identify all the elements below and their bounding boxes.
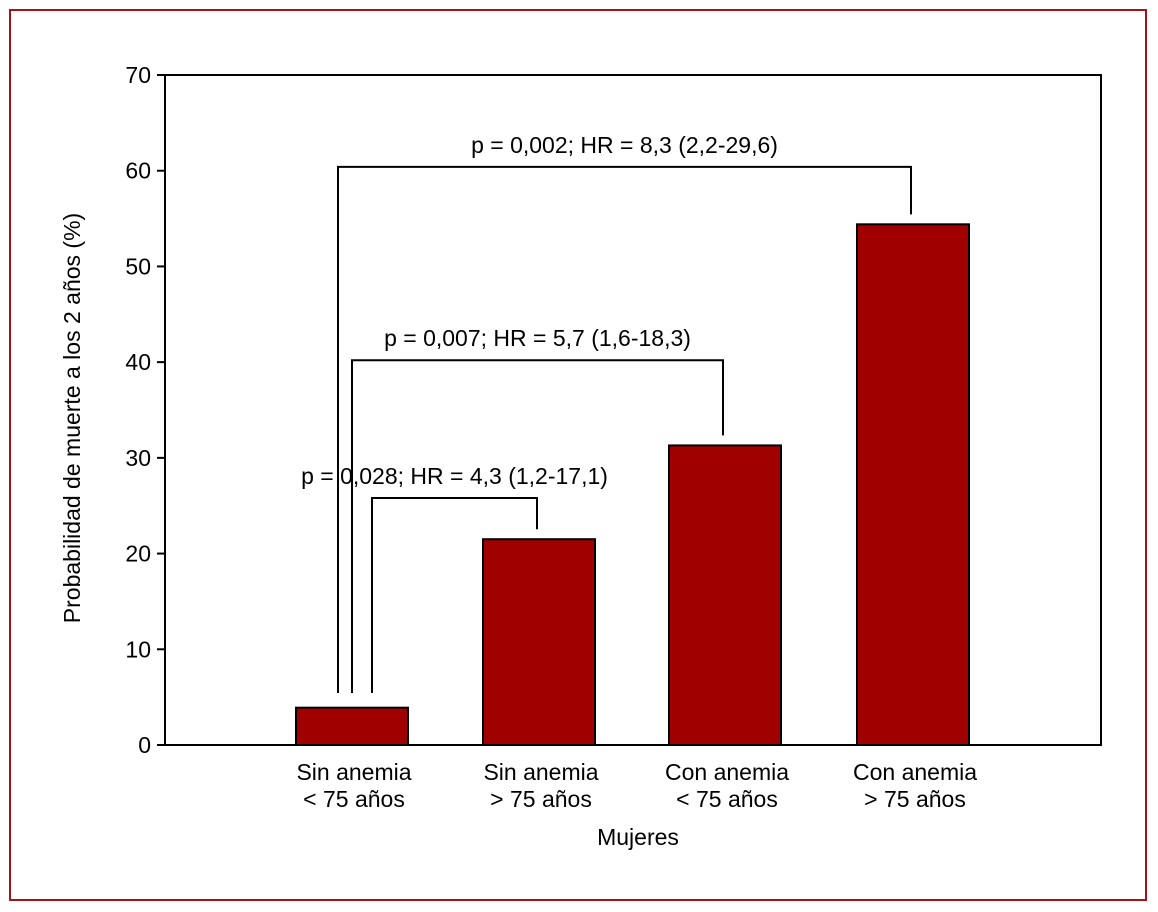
- bar: [856, 223, 970, 747]
- comparison-bracket: [371, 497, 538, 693]
- y-tick-label: 50: [125, 253, 151, 279]
- x-tick-label: Con anemia: [853, 759, 977, 785]
- comparison-annotation: p = 0,002; HR = 8,3 (2,2-29,6): [471, 132, 778, 158]
- y-tick-label: 40: [125, 349, 151, 375]
- x-tick-label: < 75 años: [676, 786, 778, 812]
- y-tick-label: 70: [125, 62, 151, 88]
- y-tick-label: 10: [125, 636, 151, 662]
- x-tick-label: > 75 años: [864, 786, 966, 812]
- x-tick-label: Sin anemia: [483, 759, 598, 785]
- x-axis-title: Mujeres: [597, 824, 679, 850]
- comparison-annotation: p = 0,007; HR = 5,7 (1,6-18,3): [384, 325, 691, 351]
- x-tick-label: > 75 años: [490, 786, 592, 812]
- y-tick-label: 60: [125, 158, 151, 184]
- comparison-bracket: [351, 359, 724, 693]
- bar: [482, 538, 596, 747]
- comparison-annotation: p = 0,028; HR = 4,3 (1,2-17,1): [301, 463, 608, 489]
- x-tick-label: Con anemia: [665, 759, 789, 785]
- bar: [295, 706, 409, 747]
- x-tick-label: Sin anemia: [296, 759, 411, 785]
- y-tick-label: 0: [138, 732, 151, 758]
- comparison-bracket: [337, 165, 912, 693]
- y-tick-label: 30: [125, 445, 151, 471]
- x-tick-label: < 75 años: [303, 786, 405, 812]
- plot-area: [164, 74, 1102, 746]
- bar: [668, 444, 782, 746]
- y-axis-title: Probabilidad de muerte a los 2 años (%): [59, 213, 85, 623]
- y-tick-label: 20: [125, 541, 151, 567]
